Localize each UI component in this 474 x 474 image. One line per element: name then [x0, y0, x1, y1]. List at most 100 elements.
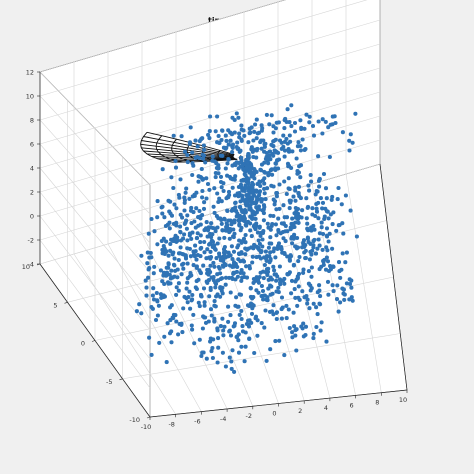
particle-point [155, 215, 160, 220]
grid-line [39, 0, 368, 97]
particle-point [309, 274, 314, 279]
particle-point [233, 200, 238, 206]
particle-point [162, 215, 167, 220]
particle-point [159, 238, 164, 244]
particle-point [143, 278, 148, 283]
particle-point [239, 240, 244, 245]
particle-point [265, 221, 270, 226]
particle-point [340, 251, 345, 256]
particle-point [276, 166, 281, 171]
particle-point [180, 252, 185, 257]
y-tick-label: 0 [81, 340, 85, 348]
particle-point [218, 179, 224, 185]
particle-point [176, 288, 181, 293]
mesh-arc [217, 150, 227, 161]
particle-point [239, 308, 244, 314]
particle-point [251, 138, 256, 143]
particle-point [185, 261, 190, 266]
particle-point [326, 239, 331, 244]
particle-point [293, 279, 298, 284]
particle-point [147, 255, 152, 260]
particle-point [196, 179, 201, 184]
particle-point [307, 188, 312, 193]
particle-point [239, 344, 244, 349]
particle-point [257, 274, 262, 280]
particle-point [252, 350, 257, 356]
particle-point [279, 221, 284, 226]
particle-point [268, 227, 273, 232]
particle-point [178, 245, 183, 250]
particle-point [243, 344, 248, 349]
particle-point [282, 139, 287, 144]
particle-point [206, 319, 211, 324]
particle-point [211, 204, 216, 209]
particle-point [223, 133, 228, 138]
particle-point [166, 262, 171, 267]
particle-point [219, 217, 224, 223]
particle-point [278, 231, 283, 236]
particle-point [187, 274, 192, 279]
particle-point [197, 337, 202, 342]
particle-point [251, 192, 256, 197]
particle-point [259, 123, 264, 128]
particle-point [157, 340, 162, 345]
grid-line [39, 71, 151, 186]
particle-point [224, 138, 229, 143]
particle-point [307, 114, 312, 119]
particle-point [190, 172, 195, 178]
particle-point [277, 264, 282, 269]
particle-point [259, 294, 264, 299]
particle-point [213, 285, 218, 290]
particle-point [265, 186, 270, 191]
particle-point [242, 177, 247, 182]
particle-point [317, 243, 322, 248]
particle-point [152, 264, 157, 269]
particle-point [185, 238, 190, 243]
particle-point [205, 280, 210, 285]
particle-point [244, 185, 249, 191]
particle-point [154, 290, 159, 296]
particle-point [301, 270, 306, 275]
particle-point [293, 198, 298, 203]
particle-point [262, 191, 267, 196]
particle-point [241, 258, 246, 263]
particle-point [174, 319, 179, 324]
particle-point [300, 208, 305, 213]
particle-point [350, 140, 355, 145]
particle-point [185, 280, 190, 285]
particle-point [316, 119, 321, 124]
particle-point [222, 253, 227, 258]
particle-point [226, 254, 231, 259]
particle-point [323, 186, 329, 191]
particle-point [338, 300, 343, 305]
particle-point [249, 174, 254, 179]
particle-point [250, 185, 255, 190]
particle-point [252, 242, 257, 247]
particle-point [334, 297, 340, 302]
particle-point [331, 264, 336, 269]
particle-point [274, 194, 279, 199]
particle-point [202, 303, 207, 308]
particle-point [271, 312, 276, 317]
particle-point [146, 267, 151, 272]
particle-point [199, 353, 204, 359]
particle-point [317, 283, 322, 288]
particle-point [282, 281, 287, 286]
particle-point [158, 268, 163, 273]
particle-point [344, 281, 349, 286]
particle-point [341, 287, 346, 292]
particle-point [286, 176, 291, 181]
particle-point [185, 300, 190, 305]
particle-point [354, 234, 359, 239]
particle-point [248, 202, 253, 208]
particle-point [218, 255, 224, 260]
particle-point [282, 154, 287, 159]
grid-line [122, 333, 401, 380]
particle-point [273, 222, 278, 227]
particle-point [228, 227, 233, 232]
particle-point [234, 111, 239, 116]
particle-point [268, 213, 273, 218]
particle-point [255, 333, 260, 338]
mesh-arc [155, 135, 184, 163]
particle-point [173, 233, 178, 238]
